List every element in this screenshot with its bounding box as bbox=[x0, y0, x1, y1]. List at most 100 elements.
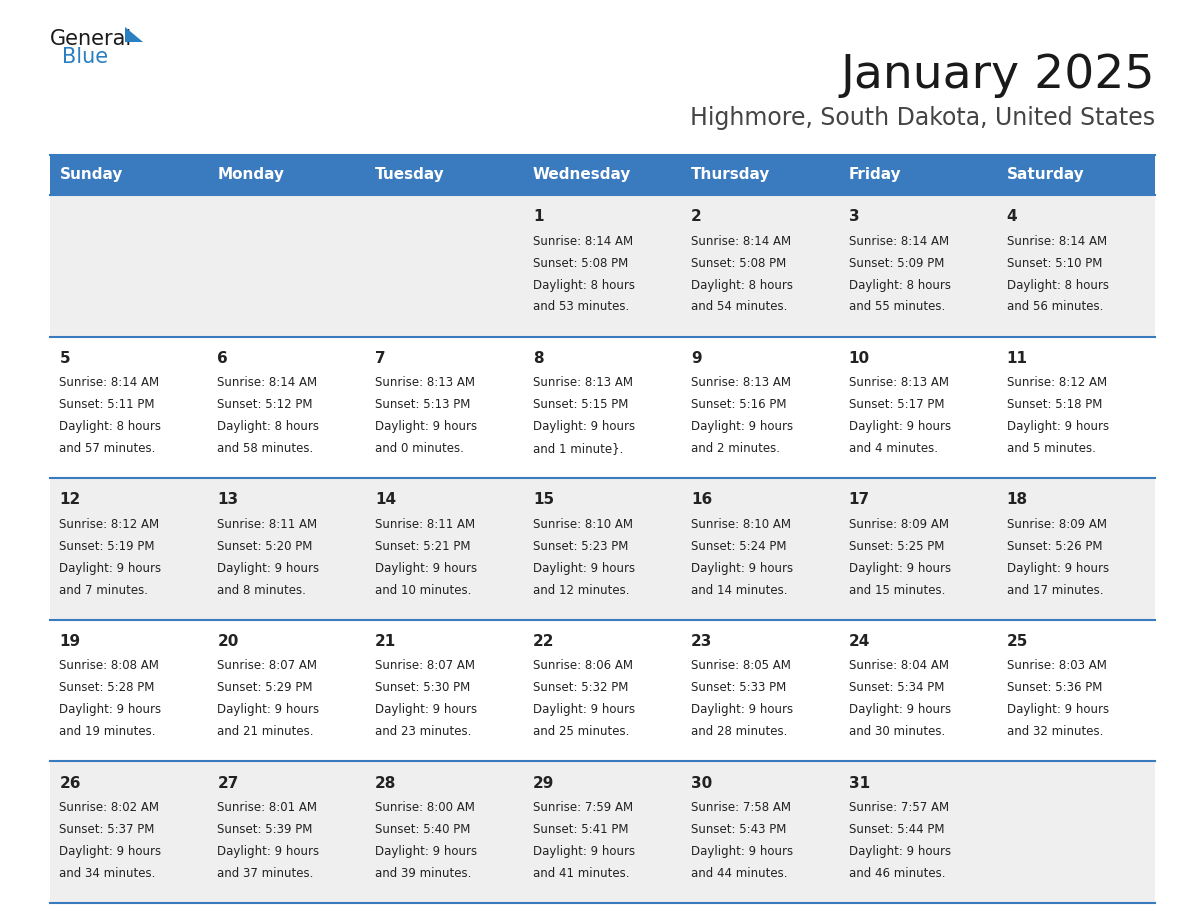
Text: Sunrise: 8:14 AM: Sunrise: 8:14 AM bbox=[1006, 235, 1107, 248]
Text: Sunset: 5:26 PM: Sunset: 5:26 PM bbox=[1006, 540, 1102, 553]
Text: 15: 15 bbox=[533, 492, 554, 508]
Text: Sunset: 5:30 PM: Sunset: 5:30 PM bbox=[375, 681, 470, 694]
Text: Sunrise: 8:06 AM: Sunrise: 8:06 AM bbox=[533, 659, 633, 673]
Text: Daylight: 9 hours: Daylight: 9 hours bbox=[1006, 562, 1108, 575]
Text: 20: 20 bbox=[217, 634, 239, 649]
Text: Daylight: 8 hours: Daylight: 8 hours bbox=[1006, 278, 1108, 292]
Text: Blue: Blue bbox=[62, 47, 108, 67]
Text: 23: 23 bbox=[691, 634, 713, 649]
Text: Sunrise: 8:14 AM: Sunrise: 8:14 AM bbox=[217, 376, 317, 389]
Text: Daylight: 9 hours: Daylight: 9 hours bbox=[533, 420, 636, 433]
Text: 28: 28 bbox=[375, 776, 397, 790]
Text: 8: 8 bbox=[533, 351, 544, 365]
Text: Friday: Friday bbox=[848, 167, 902, 183]
Text: and 44 minutes.: and 44 minutes. bbox=[691, 867, 788, 879]
Text: Sunset: 5:08 PM: Sunset: 5:08 PM bbox=[691, 257, 786, 270]
Text: Sunset: 5:28 PM: Sunset: 5:28 PM bbox=[59, 681, 154, 694]
Text: Tuesday: Tuesday bbox=[375, 167, 446, 183]
Text: Sunset: 5:13 PM: Sunset: 5:13 PM bbox=[375, 398, 470, 411]
Text: and 5 minutes.: and 5 minutes. bbox=[1006, 442, 1095, 455]
Text: Sunset: 5:20 PM: Sunset: 5:20 PM bbox=[217, 540, 312, 553]
Text: Sunset: 5:24 PM: Sunset: 5:24 PM bbox=[691, 540, 786, 553]
Text: Sunset: 5:09 PM: Sunset: 5:09 PM bbox=[848, 257, 944, 270]
Text: Daylight: 9 hours: Daylight: 9 hours bbox=[375, 420, 478, 433]
Text: Sunday: Sunday bbox=[59, 167, 122, 183]
Text: 17: 17 bbox=[848, 492, 870, 508]
Text: Daylight: 8 hours: Daylight: 8 hours bbox=[848, 278, 950, 292]
Text: Daylight: 9 hours: Daylight: 9 hours bbox=[691, 562, 794, 575]
Text: Sunrise: 8:03 AM: Sunrise: 8:03 AM bbox=[1006, 659, 1106, 673]
Text: 6: 6 bbox=[217, 351, 228, 365]
Text: Sunrise: 8:00 AM: Sunrise: 8:00 AM bbox=[375, 801, 475, 814]
Text: and 54 minutes.: and 54 minutes. bbox=[691, 300, 788, 313]
Text: 2: 2 bbox=[691, 209, 702, 224]
Text: 30: 30 bbox=[691, 776, 712, 790]
Text: Daylight: 9 hours: Daylight: 9 hours bbox=[59, 562, 162, 575]
Text: and 15 minutes.: and 15 minutes. bbox=[848, 584, 946, 597]
Text: Daylight: 9 hours: Daylight: 9 hours bbox=[217, 845, 320, 858]
Text: Daylight: 9 hours: Daylight: 9 hours bbox=[848, 845, 950, 858]
Text: Sunset: 5:17 PM: Sunset: 5:17 PM bbox=[848, 398, 944, 411]
Text: and 37 minutes.: and 37 minutes. bbox=[217, 867, 314, 879]
Text: Sunrise: 8:13 AM: Sunrise: 8:13 AM bbox=[848, 376, 949, 389]
Text: Daylight: 8 hours: Daylight: 8 hours bbox=[217, 420, 320, 433]
Text: Sunset: 5:25 PM: Sunset: 5:25 PM bbox=[848, 540, 944, 553]
Text: and 25 minutes.: and 25 minutes. bbox=[533, 725, 630, 738]
Text: and 8 minutes.: and 8 minutes. bbox=[217, 584, 307, 597]
Text: Sunrise: 8:09 AM: Sunrise: 8:09 AM bbox=[1006, 518, 1106, 531]
Text: Sunrise: 8:07 AM: Sunrise: 8:07 AM bbox=[217, 659, 317, 673]
Text: Sunset: 5:18 PM: Sunset: 5:18 PM bbox=[1006, 398, 1102, 411]
Text: Sunrise: 8:02 AM: Sunrise: 8:02 AM bbox=[59, 801, 159, 814]
Text: Sunrise: 8:14 AM: Sunrise: 8:14 AM bbox=[691, 235, 791, 248]
Text: Daylight: 9 hours: Daylight: 9 hours bbox=[375, 562, 478, 575]
Text: Sunset: 5:36 PM: Sunset: 5:36 PM bbox=[1006, 681, 1102, 694]
Text: Sunset: 5:16 PM: Sunset: 5:16 PM bbox=[691, 398, 786, 411]
Text: Sunrise: 8:05 AM: Sunrise: 8:05 AM bbox=[691, 659, 791, 673]
Text: and 1 minute}.: and 1 minute}. bbox=[533, 442, 624, 455]
Text: 12: 12 bbox=[59, 492, 81, 508]
Text: Sunset: 5:21 PM: Sunset: 5:21 PM bbox=[375, 540, 470, 553]
Text: and 41 minutes.: and 41 minutes. bbox=[533, 867, 630, 879]
Text: Sunrise: 8:13 AM: Sunrise: 8:13 AM bbox=[691, 376, 791, 389]
Text: and 19 minutes.: and 19 minutes. bbox=[59, 725, 156, 738]
Text: Sunrise: 8:12 AM: Sunrise: 8:12 AM bbox=[1006, 376, 1107, 389]
Text: Sunrise: 8:11 AM: Sunrise: 8:11 AM bbox=[217, 518, 317, 531]
Text: Sunset: 5:40 PM: Sunset: 5:40 PM bbox=[375, 823, 470, 836]
Text: and 10 minutes.: and 10 minutes. bbox=[375, 584, 472, 597]
Text: and 2 minutes.: and 2 minutes. bbox=[691, 442, 779, 455]
Text: Sunset: 5:44 PM: Sunset: 5:44 PM bbox=[848, 823, 944, 836]
Text: Thursday: Thursday bbox=[691, 167, 770, 183]
Bar bbox=[50, 155, 1155, 195]
Text: Sunset: 5:34 PM: Sunset: 5:34 PM bbox=[848, 681, 944, 694]
Text: and 17 minutes.: and 17 minutes. bbox=[1006, 584, 1104, 597]
Text: Daylight: 9 hours: Daylight: 9 hours bbox=[375, 703, 478, 716]
Text: and 21 minutes.: and 21 minutes. bbox=[217, 725, 314, 738]
Text: Daylight: 9 hours: Daylight: 9 hours bbox=[59, 703, 162, 716]
Text: Wednesday: Wednesday bbox=[533, 167, 631, 183]
Text: Daylight: 9 hours: Daylight: 9 hours bbox=[59, 845, 162, 858]
Text: Sunset: 5:37 PM: Sunset: 5:37 PM bbox=[59, 823, 154, 836]
Text: Sunset: 5:32 PM: Sunset: 5:32 PM bbox=[533, 681, 628, 694]
Text: Sunset: 5:10 PM: Sunset: 5:10 PM bbox=[1006, 257, 1102, 270]
Text: Sunset: 5:33 PM: Sunset: 5:33 PM bbox=[691, 681, 786, 694]
Text: Sunset: 5:43 PM: Sunset: 5:43 PM bbox=[691, 823, 786, 836]
Bar bbox=[50, 195, 1155, 337]
Text: Sunrise: 8:07 AM: Sunrise: 8:07 AM bbox=[375, 659, 475, 673]
Text: Daylight: 9 hours: Daylight: 9 hours bbox=[848, 562, 950, 575]
Text: Sunset: 5:15 PM: Sunset: 5:15 PM bbox=[533, 398, 628, 411]
Text: 1: 1 bbox=[533, 209, 544, 224]
Text: Sunrise: 8:04 AM: Sunrise: 8:04 AM bbox=[848, 659, 949, 673]
Text: 9: 9 bbox=[691, 351, 702, 365]
Text: Daylight: 9 hours: Daylight: 9 hours bbox=[691, 420, 794, 433]
Text: Daylight: 9 hours: Daylight: 9 hours bbox=[848, 420, 950, 433]
Text: 24: 24 bbox=[848, 634, 870, 649]
Text: and 30 minutes.: and 30 minutes. bbox=[848, 725, 944, 738]
Text: Sunset: 5:23 PM: Sunset: 5:23 PM bbox=[533, 540, 628, 553]
Text: 21: 21 bbox=[375, 634, 397, 649]
Text: Sunset: 5:39 PM: Sunset: 5:39 PM bbox=[217, 823, 312, 836]
Text: Sunrise: 8:12 AM: Sunrise: 8:12 AM bbox=[59, 518, 159, 531]
Text: Sunrise: 8:14 AM: Sunrise: 8:14 AM bbox=[59, 376, 159, 389]
Text: 7: 7 bbox=[375, 351, 386, 365]
Text: 10: 10 bbox=[848, 351, 870, 365]
Polygon shape bbox=[125, 27, 143, 42]
